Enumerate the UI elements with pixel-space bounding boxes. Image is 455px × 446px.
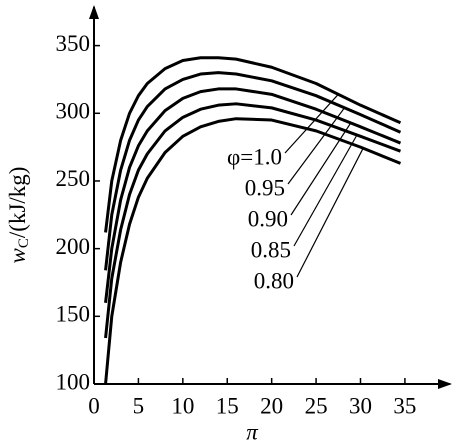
leader-line [293,134,358,247]
x-tick-label: 20 [260,393,283,418]
x-tick-label: 5 [133,393,145,418]
x-tick-label: 0 [88,393,100,418]
y-label-unit: /(kJ/kg) [5,167,30,239]
x-tick-label: 10 [171,393,194,418]
series-label: 0.95 [245,175,285,200]
y-tick-label: 300 [56,99,91,124]
y-tick-label: 100 [56,369,91,394]
leader-line [284,93,339,154]
y-tick-label: 150 [56,302,91,327]
y-tick-label: 200 [56,234,91,259]
y-tick-label: 350 [56,31,91,56]
x-tick-label: 35 [393,393,416,418]
x-tick-label: 30 [349,393,372,418]
leader-line [290,122,352,216]
leader-line [296,147,364,278]
x-axis-label: π [246,419,259,444]
x-tick-label: 15 [216,393,239,418]
series-line [104,56,402,233]
y-label-var: w [5,247,30,263]
y-axis-label: wC/(kJ/kg) [5,167,32,264]
x-tick-label: 25 [305,393,328,418]
series-label: 0.80 [254,268,294,293]
x-axis-arrow [438,379,452,389]
series-line [104,71,402,271]
series-label: 0.90 [248,206,288,231]
y-axis-arrow [89,5,99,19]
series-line [104,87,402,303]
leader-line [287,107,345,185]
y-label-sub: C [16,238,32,248]
series-line [104,102,401,339]
y-tick-label: 250 [56,166,91,191]
series-label: φ=1.0 [227,144,282,169]
series-line [104,117,402,385]
series-label: 0.85 [251,237,291,262]
